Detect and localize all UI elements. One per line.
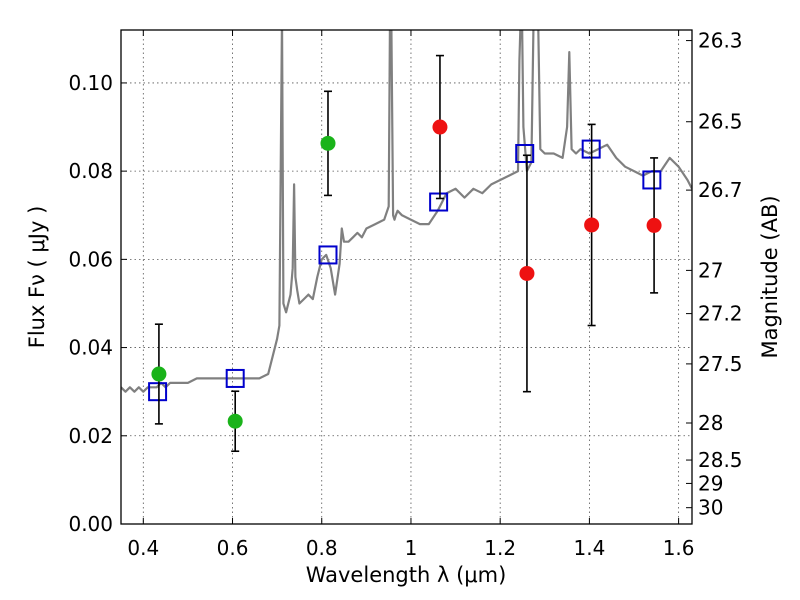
y-tick-label: 0.08 [68, 159, 113, 183]
axis-ticks: 0.4 0.6 0.8 1 1.2 1.4 1.6 0.00 0.02 0.04 0.06 0.08 0… [68, 29, 742, 560]
y2-tick-label: 29 [698, 471, 723, 495]
y2-tick-label: 27.5 [698, 352, 743, 376]
model-point [515, 144, 535, 163]
data-point [519, 265, 535, 281]
y-axis-label: Flux Fν ( μJy ) [25, 206, 49, 349]
data-point [432, 119, 448, 135]
data-layer [121, 30, 692, 453]
x-tick-label: 1.2 [484, 536, 516, 560]
y-tick-label: 0.06 [68, 247, 113, 271]
data-point [320, 135, 336, 151]
x-tick-label: 0.8 [306, 536, 338, 560]
y2-tick-label: 28.5 [698, 448, 743, 472]
y2-tick-label: 30 [698, 496, 723, 520]
x-axis-label: Wavelength λ (μm) [306, 563, 507, 587]
y-tick-label: 0.02 [68, 424, 113, 448]
data-point [584, 217, 600, 233]
plot-background [121, 30, 692, 524]
plot-frame [120, 29, 693, 525]
y2-tick-label: 27.2 [698, 302, 743, 326]
y-tick-label: 0.00 [68, 512, 113, 536]
model-point [429, 192, 449, 212]
data-point [646, 217, 662, 233]
x-tick-label: 0.4 [127, 536, 159, 560]
x-tick-label: 1.4 [573, 536, 605, 560]
model-point [318, 245, 338, 265]
y2-tick-label: 26.3 [698, 29, 743, 53]
y2-tick-label: 27 [698, 258, 723, 282]
x-tick-label: 0.6 [217, 536, 249, 560]
x-tick-label: 1.6 [663, 536, 695, 560]
y-tick-label: 0.10 [68, 71, 113, 95]
model-point [225, 368, 245, 388]
y2-tick-label: 26.5 [698, 110, 743, 134]
model-point [642, 170, 662, 190]
y2-tick-label: 26.7 [698, 178, 743, 202]
model-point [148, 382, 168, 402]
x-tick-label: 1 [405, 536, 418, 560]
data-point [227, 413, 243, 429]
y2-axis-label: Magnitude (AB) [758, 195, 782, 358]
y2-tick-label: 28 [698, 411, 723, 435]
y-tick-label: 0.04 [68, 336, 113, 360]
data-point [151, 366, 167, 382]
